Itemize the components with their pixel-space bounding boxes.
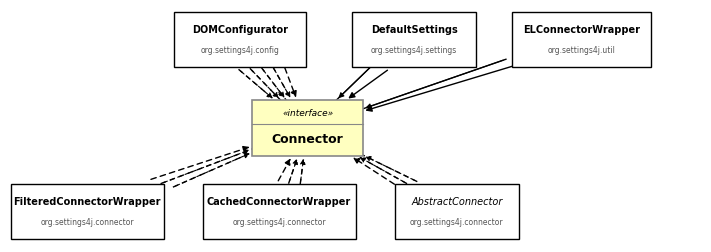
FancyBboxPatch shape	[352, 13, 476, 68]
Text: org.settings4j.settings: org.settings4j.settings	[371, 46, 457, 55]
Text: DOMConfigurator: DOMConfigurator	[192, 25, 288, 35]
Text: org.settings4j.connector: org.settings4j.connector	[41, 217, 134, 226]
Text: ELConnectorWrapper: ELConnectorWrapper	[523, 25, 640, 35]
Text: FilteredConnectorWrapper: FilteredConnectorWrapper	[14, 197, 161, 207]
FancyBboxPatch shape	[174, 13, 306, 68]
Text: org.settings4j.config: org.settings4j.config	[201, 46, 279, 55]
Text: org.settings4j.util: org.settings4j.util	[547, 46, 615, 55]
FancyBboxPatch shape	[512, 13, 651, 68]
Text: org.settings4j.connector: org.settings4j.connector	[410, 217, 503, 226]
Text: Connector: Connector	[272, 132, 343, 145]
FancyBboxPatch shape	[395, 184, 519, 239]
FancyBboxPatch shape	[203, 184, 356, 239]
Text: *: *	[277, 91, 282, 101]
Text: DefaultSettings: DefaultSettings	[370, 25, 458, 35]
FancyBboxPatch shape	[11, 184, 164, 239]
FancyBboxPatch shape	[252, 101, 363, 156]
Text: CachedConnectorWrapper: CachedConnectorWrapper	[207, 197, 351, 207]
Text: «interface»: «interface»	[282, 109, 333, 117]
Text: org.settings4j.connector: org.settings4j.connector	[232, 217, 326, 226]
Text: AbstractConnector: AbstractConnector	[411, 197, 503, 207]
